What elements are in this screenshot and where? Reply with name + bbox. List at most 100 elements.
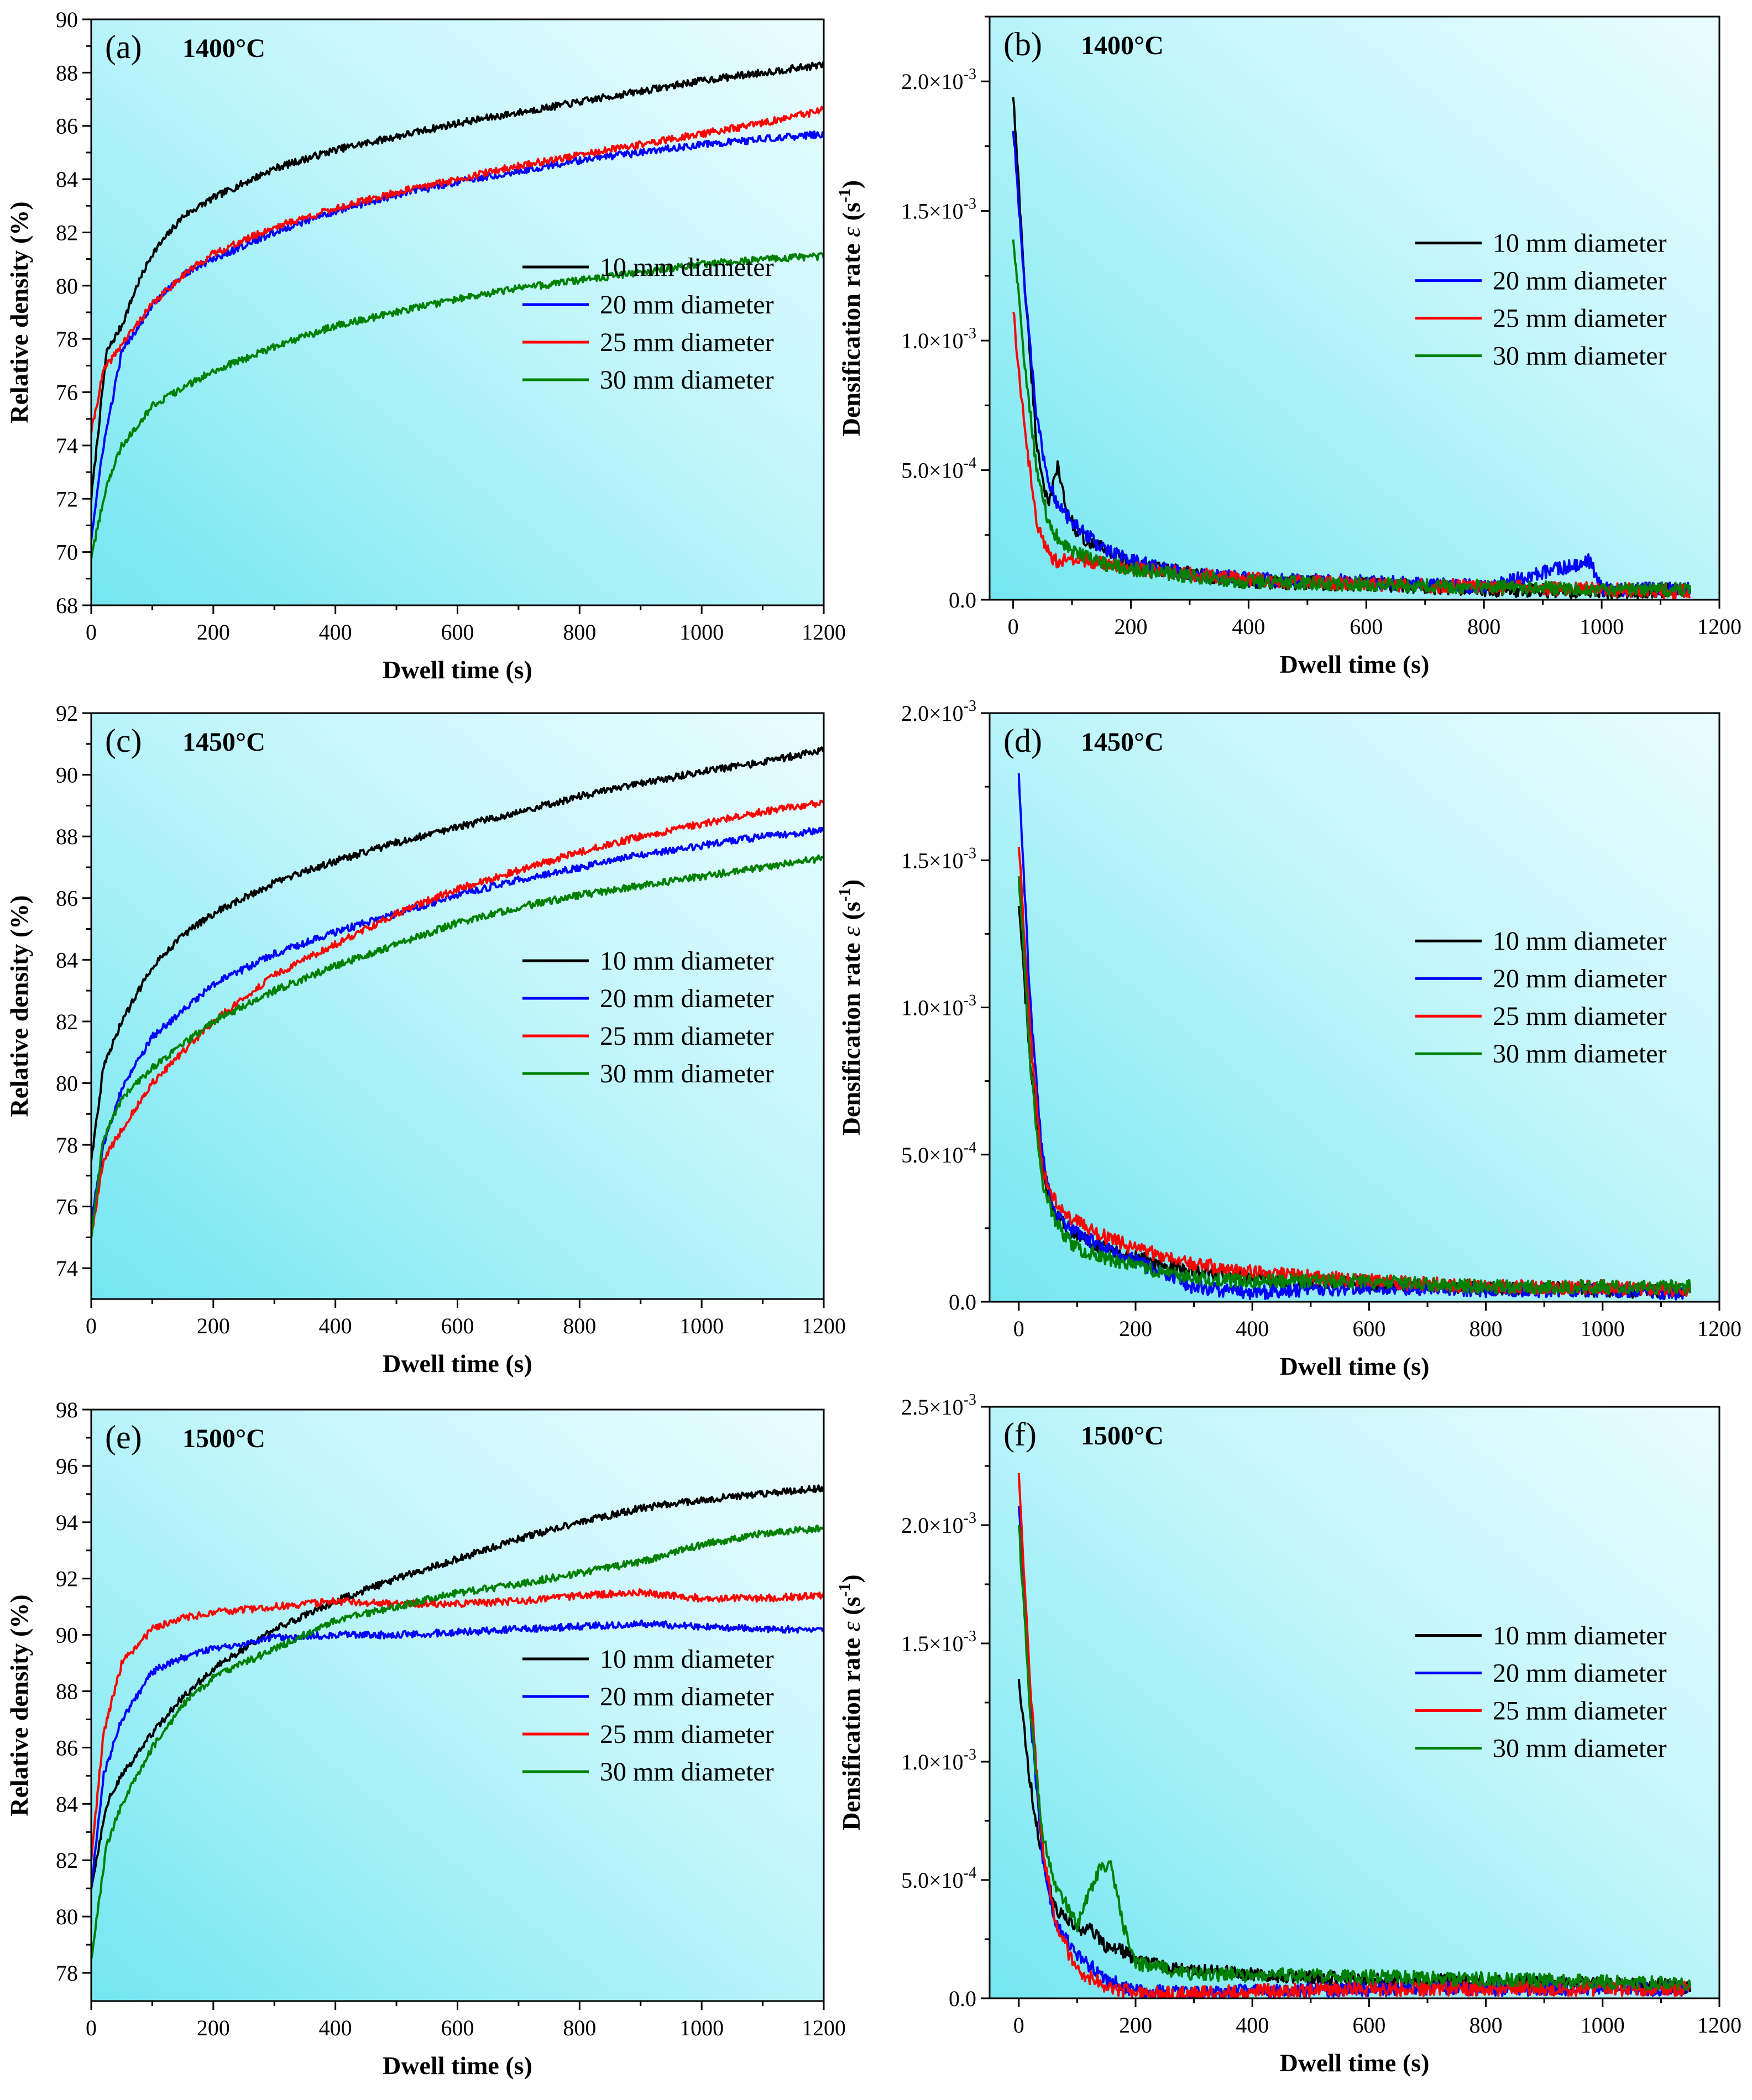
x-tick-label: 1000 — [1580, 614, 1624, 639]
y-tick-label: 86 — [56, 886, 78, 911]
panel-a: 0 200 400 600 800 1000 1200 68 70 72 74 76 78 80 82 84 8… — [5, 7, 846, 684]
x-tick-label: 400 — [1232, 614, 1265, 639]
legend-a: 10 mm diameter 20 mm diameter 25 mm diamet… — [522, 253, 774, 395]
panel-tag: (e) — [105, 1419, 142, 1455]
plot-area-b — [990, 17, 1719, 600]
y-tick-label: 82 — [56, 1848, 78, 1873]
legend-label: 20 mm diameter — [1493, 964, 1667, 993]
y-tick-label: 76 — [56, 380, 78, 405]
y-tick-label: 84 — [56, 167, 78, 192]
x-tick-label: 600 — [441, 2015, 474, 2040]
y-tick-label: 5.0×10-4 — [901, 1865, 976, 1893]
y-tick-label: 76 — [56, 1195, 78, 1219]
plot-area-f — [990, 1407, 1719, 1998]
panel-tag: (a) — [105, 29, 142, 65]
y-tick-label: 96 — [56, 1454, 78, 1479]
legend-label: 10 mm diameter — [1493, 1621, 1667, 1651]
series-group-b — [1012, 97, 1691, 600]
y-tick-label: 84 — [56, 1792, 78, 1816]
panel-b: 0 200 400 600 800 1000 1200 0.0 5.0×10-4 1.0×10-3… — [835, 15, 1741, 678]
x-axis-title: Dwell time (s) — [1280, 1352, 1430, 1380]
y-tick-label: 0.0 — [949, 588, 976, 612]
x-tick-label: 0 — [86, 620, 97, 645]
y-tick-label: 86 — [56, 114, 78, 139]
series-line-4 — [91, 1525, 824, 1960]
y-tick-label: 1.5×10-3 — [901, 196, 976, 224]
legend-label: 20 mm diameter — [600, 984, 774, 1013]
panel-tag: (c) — [105, 722, 142, 759]
x-tick-label: 1200 — [1697, 2013, 1741, 2038]
x-axis-title: Dwell time (s) — [1280, 2049, 1430, 2077]
y-tick-label: 78 — [56, 327, 78, 352]
legend-label: 30 mm diameter — [1493, 342, 1667, 371]
y-tick-label: 1.5×10-3 — [901, 845, 976, 873]
y-tick-label: 68 — [56, 593, 78, 618]
panel-tag: (b) — [1003, 26, 1042, 62]
series-line-2 — [91, 130, 824, 541]
series-line-1 — [91, 1484, 824, 1889]
x-tick-label: 200 — [1119, 1316, 1152, 1341]
x-tick-label: 1200 — [802, 2015, 846, 2040]
y-axis-title: Densification rate ε (s-1) — [835, 879, 865, 1135]
y-tick-label: 88 — [56, 60, 78, 85]
y-tick-label: 0.0 — [949, 1986, 976, 2011]
y-tick-label: 2.5×10-3 — [901, 1391, 976, 1420]
panel-tag: (f) — [1003, 1416, 1037, 1453]
x-tick-label: 1000 — [1581, 2013, 1625, 2038]
series-line-4 — [1012, 239, 1691, 598]
legend-label: 30 mm diameter — [600, 365, 774, 395]
x-tick-label: 600 — [441, 1313, 474, 1338]
y-tick-label: 94 — [56, 1510, 78, 1535]
y-tick-label: 90 — [56, 7, 78, 32]
x-axis-title: Dwell time (s) — [1280, 650, 1430, 678]
y-tick-label: 88 — [56, 1679, 78, 1704]
legend-label: 10 mm diameter — [600, 946, 774, 976]
panel-tag: (d) — [1003, 722, 1042, 759]
legend-label: 25 mm diameter — [1493, 1696, 1667, 1726]
y-tick-label: 74 — [56, 1256, 78, 1281]
x-tick-label: 800 — [1469, 1316, 1503, 1341]
series-line-3 — [91, 799, 824, 1239]
x-tick-label: 600 — [1350, 614, 1383, 639]
y-tick-label: 78 — [56, 1961, 78, 1986]
x-tick-label: 1200 — [802, 1313, 846, 1338]
y-axis-title: Relative density (%) — [5, 201, 33, 423]
x-tick-label: 800 — [563, 620, 596, 645]
legend-label: 25 mm diameter — [1493, 1002, 1667, 1031]
x-tick-label: 400 — [319, 1313, 352, 1338]
series-group-a — [91, 61, 824, 559]
y-tick-label: 5.0×10-4 — [901, 455, 976, 483]
x-tick-label: 1000 — [1581, 1316, 1625, 1341]
legend-label: 25 mm diameter — [600, 328, 774, 357]
y-tick-label: 92 — [56, 701, 78, 726]
y-tick-label: 0.0 — [949, 1290, 976, 1315]
y-tick-label: 90 — [56, 763, 78, 788]
legend-label: 20 mm diameter — [600, 1682, 774, 1711]
x-axis-title: Dwell time (s) — [383, 2051, 532, 2080]
x-tick-label: 200 — [197, 1313, 230, 1338]
legend-c: 10 mm diameter 20 mm diameter 25 mm diamet… — [522, 946, 774, 1088]
legend-e: 10 mm diameter 20 mm diameter 25 mm diamet… — [522, 1645, 774, 1787]
x-tick-label: 1000 — [679, 2015, 724, 2040]
legend-label: 30 mm diameter — [1493, 1734, 1667, 1763]
x-tick-label: 0 — [86, 1313, 97, 1338]
plot-area-e — [91, 1410, 824, 2001]
plot-area-c — [91, 713, 824, 1299]
y-tick-label: 78 — [56, 1133, 78, 1158]
legend-label: 30 mm diameter — [600, 1059, 774, 1088]
series-line-4 — [1017, 876, 1692, 1296]
x-tick-label: 400 — [319, 620, 352, 645]
legend-b: 10 mm diameter 20 mm diameter 25 mm diamet… — [1415, 229, 1667, 371]
x-tick-label: 200 — [197, 620, 230, 645]
y-tick-label: 82 — [56, 1009, 78, 1034]
x-tick-label: 200 — [197, 2015, 230, 2040]
y-tick-label: 84 — [56, 947, 78, 972]
plot-area-d — [990, 713, 1719, 1302]
y-tick-label: 1.0×10-3 — [901, 992, 976, 1020]
plot-frame-b — [989, 15, 1720, 601]
y-tick-label: 98 — [56, 1397, 78, 1422]
series-group-d — [1017, 773, 1692, 1301]
y-axis-title: Relative density (%) — [5, 1594, 33, 1816]
x-tick-label: 600 — [1352, 2013, 1385, 2038]
y-tick-label: 1.5×10-3 — [901, 1628, 976, 1656]
